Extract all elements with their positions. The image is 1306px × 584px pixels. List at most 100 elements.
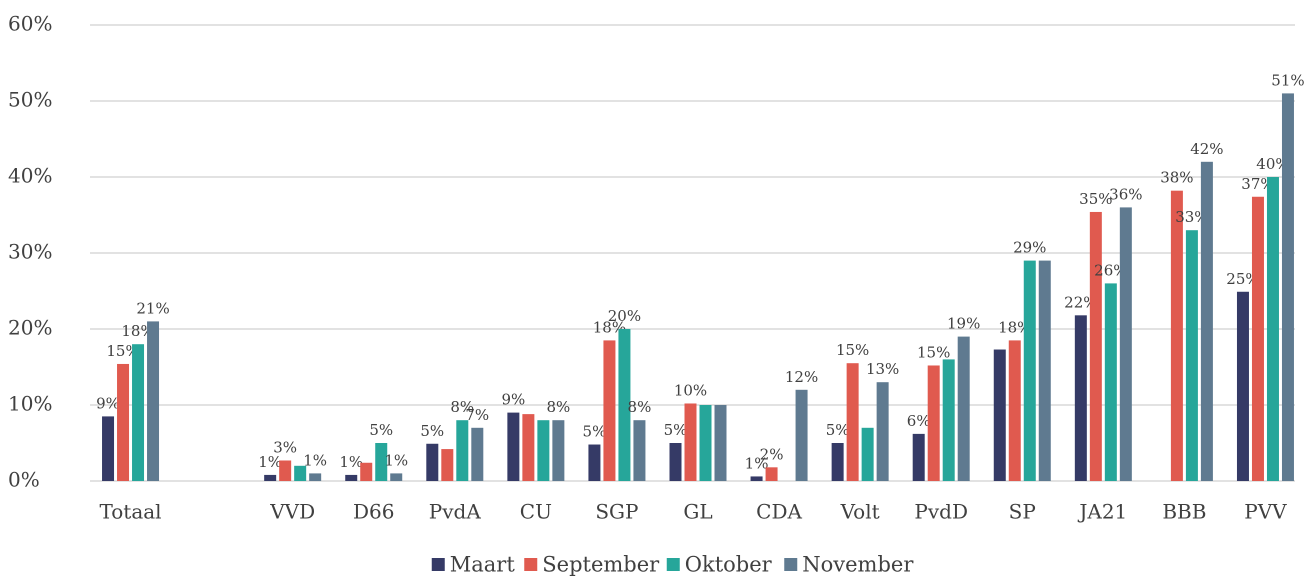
bar: [669, 443, 682, 481]
bar: [750, 476, 763, 481]
legend-swatch: [524, 558, 538, 571]
legend-swatch: [666, 558, 680, 571]
bar: [279, 460, 292, 481]
bar: [714, 405, 727, 481]
bar: [603, 340, 616, 481]
bar: [309, 473, 322, 481]
bar: [1266, 177, 1279, 481]
bar: [795, 389, 808, 481]
bar: [345, 474, 358, 481]
y-tick-label: 40%: [8, 164, 52, 188]
bar: [1104, 283, 1117, 481]
value-label: 15%: [917, 343, 950, 361]
value-label: 25%: [1226, 270, 1259, 288]
value-label: 1%: [339, 453, 363, 471]
legend-label: Maart: [450, 553, 516, 577]
x-tick-label: CDA: [756, 500, 802, 524]
value-label: 26%: [1094, 261, 1127, 279]
x-tick-label: PVV: [1244, 500, 1287, 524]
legend-swatch: [784, 558, 798, 571]
y-tick-label: 20%: [8, 316, 52, 340]
value-label: 5%: [583, 423, 607, 441]
x-tick-label: SP: [1009, 500, 1036, 524]
value-label: 37%: [1241, 175, 1274, 193]
value-label: 33%: [1175, 208, 1208, 226]
value-label: 8%: [628, 398, 652, 416]
x-tick-label: VVD: [269, 500, 315, 524]
bar: [846, 363, 859, 481]
value-label: 13%: [866, 360, 899, 378]
bar: [390, 473, 403, 481]
legend-label: September: [542, 553, 660, 577]
legend-label: November: [802, 553, 914, 577]
value-label: 5%: [664, 421, 688, 439]
bar: [102, 416, 115, 481]
bar: [831, 443, 844, 481]
value-label: 6%: [907, 412, 931, 430]
bar: [618, 329, 631, 481]
bar: [471, 427, 484, 481]
legend-swatch: [431, 558, 445, 571]
bar: [1089, 211, 1102, 481]
bar: [699, 405, 712, 481]
value-label: 21%: [136, 299, 169, 317]
bar: [912, 433, 925, 481]
bar: [1074, 315, 1087, 481]
bar: [927, 365, 940, 481]
value-label: 12%: [785, 368, 818, 386]
bar: [588, 444, 601, 481]
bar: [1008, 340, 1021, 481]
y-tick-label: 50%: [8, 88, 52, 112]
x-tick-label: BBB: [1162, 500, 1206, 524]
bar: [1119, 207, 1132, 481]
bar: [537, 420, 550, 481]
value-label: 9%: [96, 394, 120, 412]
bar: [1251, 196, 1264, 481]
bar: [360, 462, 373, 481]
bar: [1236, 291, 1249, 481]
value-label: 2%: [760, 445, 784, 463]
bar: [117, 363, 130, 481]
x-tick-label: PvdA: [429, 500, 482, 524]
bar: [1281, 93, 1294, 482]
bar: [942, 359, 955, 481]
bar: [633, 420, 646, 481]
bar: [456, 420, 469, 481]
bar: [684, 403, 697, 481]
value-label: 5%: [420, 422, 444, 440]
value-label: 8%: [450, 398, 474, 416]
value-label: 1%: [303, 451, 327, 469]
value-label: 5%: [826, 421, 850, 439]
value-label: 1%: [258, 453, 282, 471]
value-label: 20%: [608, 307, 641, 325]
bar: [765, 467, 778, 481]
bar: [1185, 230, 1198, 481]
y-tick-label: 10%: [8, 392, 52, 416]
bar: [294, 465, 307, 481]
bar: [441, 449, 454, 481]
bar: [876, 382, 889, 481]
x-tick-label: CU: [520, 500, 552, 524]
bar: [1170, 190, 1183, 481]
value-label: 51%: [1271, 71, 1304, 89]
value-label: 1%: [745, 454, 769, 472]
value-label: 40%: [1256, 155, 1289, 173]
value-label: 1%: [384, 451, 408, 469]
x-tick-label: GL: [683, 500, 712, 524]
value-label: 18%: [998, 318, 1031, 336]
value-label: 36%: [1109, 185, 1142, 203]
bar: [957, 336, 970, 481]
bar: [264, 474, 277, 481]
legend-label: Oktober: [685, 553, 773, 577]
value-label: 18%: [121, 322, 154, 340]
bar: [522, 414, 535, 481]
value-label: 29%: [1013, 239, 1046, 257]
x-tick-label: Totaal: [99, 500, 161, 524]
value-label: 10%: [674, 381, 707, 399]
value-label: 18%: [593, 318, 626, 336]
bar: [375, 443, 388, 481]
bar: [426, 443, 439, 481]
value-label: 38%: [1160, 169, 1193, 187]
value-label: 22%: [1064, 293, 1097, 311]
